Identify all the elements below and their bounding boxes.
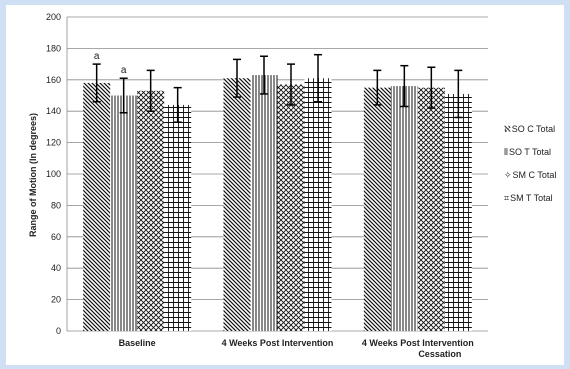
bar [83,82,111,331]
bar [444,93,472,332]
annotation-label: a [94,51,100,62]
bar [164,104,192,331]
legend-symbol: ℵ [504,124,511,134]
category-label: 4 Weeks Post Intervention [222,338,334,348]
legend-item: ⌗SM T Total [504,193,553,203]
legend-label: SM T Total [510,193,553,203]
category-labels: Baseline 4 Weeks Post Intervention 4 Weeks… [119,338,474,359]
bar [110,95,138,331]
legend-label: SM C Total [513,170,557,180]
y-tick-label: 160 [46,75,61,85]
legend: ℵSO C Total ⦀SO T Total ✧SM C Total ⌗SM T T… [504,124,556,203]
legend-item: ℵSO C Total [504,124,555,134]
y-tick-label: 200 [46,12,61,22]
legend-symbol: ✧ [504,170,512,180]
legend-label: SO C Total [512,124,555,134]
y-axis-label: Range of Motion (In degrees) [28,113,38,237]
bar [304,78,332,331]
legend-label: SO T Total [509,147,551,157]
y-tick-label: 120 [46,138,61,148]
legend-item: ✧SM C Total [504,170,556,180]
bar [223,78,251,331]
y-tick-label: 180 [46,43,61,53]
annotation-label: a [121,65,127,76]
category-label: Baseline [119,338,156,348]
y-tick-label: 60 [51,232,61,242]
y-tick-label: 80 [51,200,61,210]
legend-symbol: ⌗ [504,193,509,203]
category-label: 4 Weeks Post Intervention Cessation [362,338,474,359]
y-tick-label: 140 [46,106,61,116]
bar [363,87,391,332]
bar [417,87,445,332]
y-tick-labels: 0 20 40 60 80 100 120 140 160 180 200 [46,12,61,336]
bar [137,90,165,331]
bar [250,75,278,331]
bars: aa [83,51,472,332]
legend-item: ⦀SO T Total [504,147,551,157]
legend-symbol: ⦀ [504,147,508,157]
bar [277,84,305,331]
y-tick-label: 0 [56,326,61,336]
bar [390,86,418,331]
y-tick-label: 20 [51,295,61,305]
y-tick-label: 40 [51,263,61,273]
y-tick-label: 100 [46,169,61,179]
